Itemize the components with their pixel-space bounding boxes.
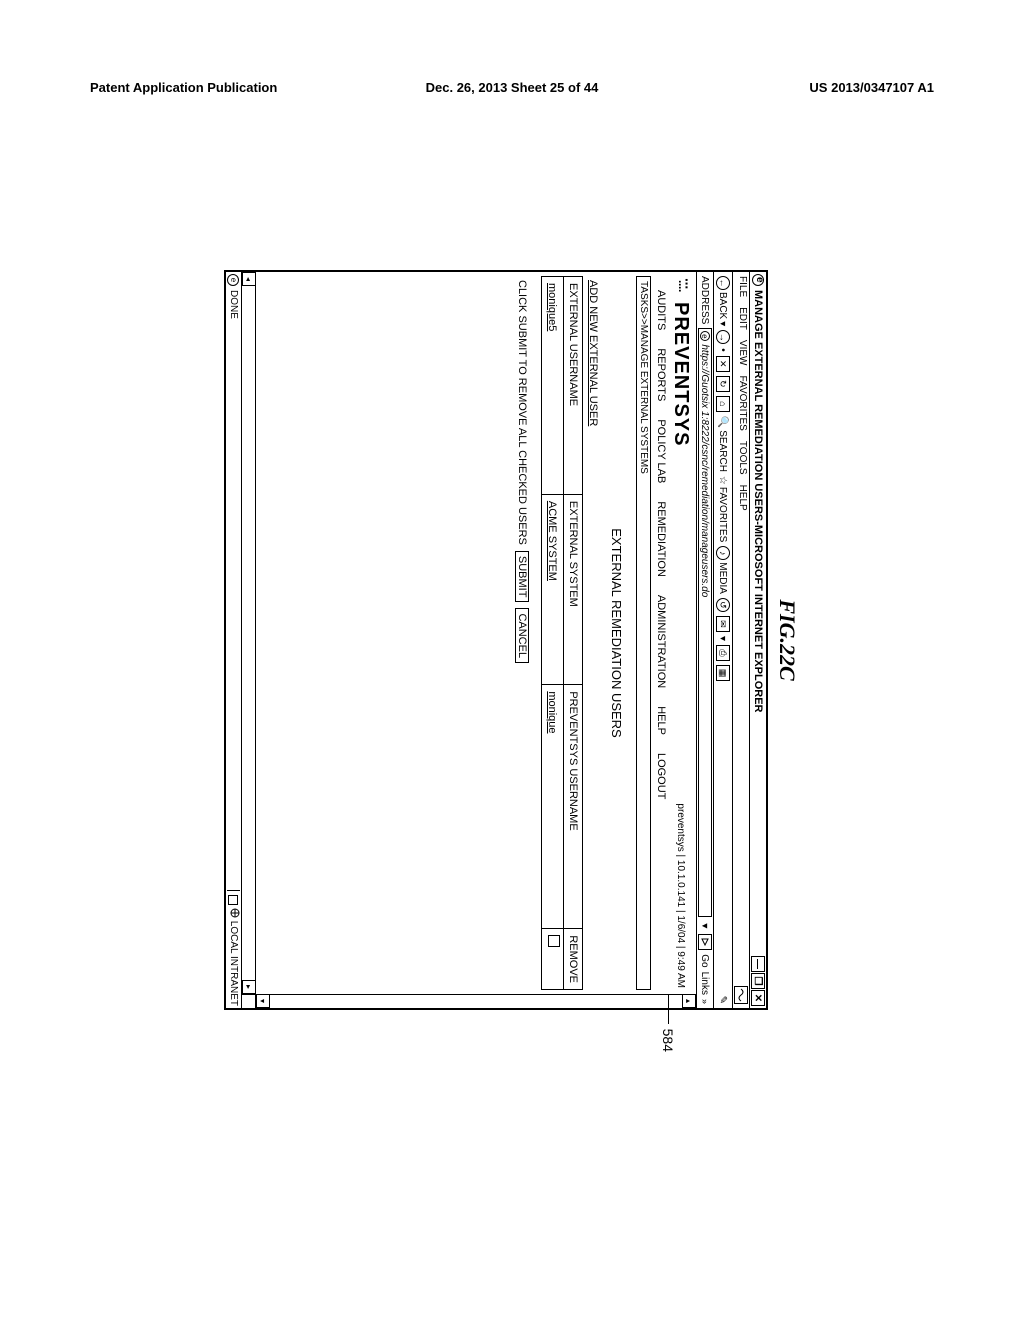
cell-external-system[interactable]: ACME SYSTEM: [547, 501, 559, 581]
favorites-button[interactable]: ☆ FAVORITES: [718, 476, 729, 542]
page-content: ▴ ▾ PREVENTSYS preventsys | 10.1.0.141 |…: [256, 272, 696, 1008]
address-input[interactable]: e https://Guotsix 1:8222/csnc/remediatio…: [698, 328, 712, 917]
print-button[interactable]: ⎙: [716, 645, 730, 661]
address-label: ADDRESS: [700, 276, 711, 324]
col-preventsys-username: PREVENTSYS USERNAME: [564, 685, 583, 929]
col-remove: REMOVE: [564, 929, 583, 990]
cell-external-username[interactable]: monique5: [547, 283, 559, 331]
star-icon: ☆: [718, 476, 729, 485]
col-external-username: EXTERNAL USERNAME: [564, 277, 583, 495]
figure-wrapper: FIG.22C MANAGE EXTERNAL REMEDIATION USER…: [224, 270, 800, 1010]
status-done: DONE: [228, 290, 239, 319]
ie-status-icon: e: [228, 274, 240, 286]
figure-label: FIG.22C: [774, 270, 800, 1010]
go-button[interactable]: [698, 934, 712, 950]
address-bar: ADDRESS e https://Guotsix 1:8222/csnc/re…: [696, 272, 713, 1008]
refresh-button[interactable]: ↻: [716, 376, 730, 392]
media-button[interactable]: ♪ MEDIA: [716, 546, 730, 594]
action-text: CLICK SUBMIT TO REMOVE ALL CHECKED USERS: [516, 280, 528, 545]
back-arrow-icon: ←: [716, 276, 730, 290]
scroll-left-icon[interactable]: ◂: [242, 272, 255, 286]
patent-page-header: Patent Application Publication Dec. 26, …: [90, 80, 934, 95]
discuss-icon[interactable]: ✎: [718, 996, 729, 1004]
menu-bar: FILE EDIT VIEW FAVORITES TOOLS HELP: [732, 272, 749, 1008]
nav-reports[interactable]: REPORTS: [655, 348, 667, 401]
mail-button[interactable]: ✉: [716, 616, 730, 632]
go-label: Go: [700, 954, 711, 967]
ie-icon: [752, 274, 764, 286]
stop-button[interactable]: ✕: [716, 356, 730, 372]
close-button[interactable]: ✕: [751, 990, 765, 1006]
header-center: Dec. 26, 2013 Sheet 25 of 44: [371, 80, 652, 95]
scroll-corner: [242, 994, 255, 1008]
window-titlebar: MANAGE EXTERNAL REMEDIATION USERS-MICROS…: [749, 272, 766, 1008]
scroll-up-icon[interactable]: ▴: [682, 995, 696, 1008]
nav-remediation[interactable]: REMEDIATION: [655, 501, 667, 577]
nav-logout[interactable]: LOGOUT: [655, 753, 667, 799]
external-users-table: EXTERNAL USERNAME EXTERNAL SYSTEM PREVEN…: [541, 276, 583, 990]
session-meta: preventsys | 10.1.0.141 | 1/6/04 | 9:49 …: [675, 803, 686, 988]
menu-favorites[interactable]: FAVORITES: [734, 375, 748, 430]
ie-page-icon: e: [700, 331, 710, 341]
links-chevron-icon: »: [700, 999, 710, 1004]
add-new-external-user-link[interactable]: ADD NEW EXTERNAL USER: [587, 280, 599, 426]
submit-button[interactable]: SUBMIT: [515, 551, 529, 603]
search-button[interactable]: 🔍 SEARCH: [718, 416, 729, 472]
status-bar: e DONE LOCAL INTRANET: [226, 272, 242, 1008]
menu-edit[interactable]: EDIT: [734, 307, 748, 330]
brand-dots-icon: [670, 278, 692, 300]
nav-help[interactable]: HELP: [655, 706, 667, 735]
history-button[interactable]: ↺: [716, 598, 730, 612]
scroll-right-icon[interactable]: ▸: [242, 980, 255, 994]
minimize-button[interactable]: —: [751, 956, 765, 972]
home-button[interactable]: ⌂: [716, 396, 730, 412]
security-zone: LOCAL INTRANET: [227, 890, 240, 1006]
browser-window: MANAGE EXTERNAL REMEDIATION USERS-MICROS…: [224, 270, 768, 1010]
header-right: US 2013/0347107 A1: [653, 80, 934, 95]
cancel-button[interactable]: CANCEL: [515, 608, 529, 663]
menu-help[interactable]: HELP: [734, 485, 748, 511]
nav-administration[interactable]: ADMINISTRATION: [655, 595, 667, 688]
window-title: MANAGE EXTERNAL REMEDIATION USERS-MICROS…: [752, 290, 764, 955]
edit-button[interactable]: ▦: [716, 665, 730, 681]
section-title: EXTERNAL REMEDIATION USERS: [601, 272, 636, 994]
maximize-button[interactable]: ❐: [751, 973, 765, 989]
cell-preventsys-username[interactable]: monique: [547, 691, 559, 733]
globe-icon: [227, 908, 240, 918]
nav-policy-lab[interactable]: POLICY LAB: [655, 419, 667, 483]
forward-button[interactable]: →: [716, 330, 730, 344]
nav-audits[interactable]: AUDITS: [655, 290, 667, 330]
callout-584: 584: [660, 1029, 676, 1052]
col-external-system: EXTERNAL SYSTEM: [564, 494, 583, 684]
vertical-scrollbar[interactable]: ▴ ▾: [256, 994, 696, 1008]
links-label[interactable]: Links: [700, 972, 711, 995]
media-icon: ♪: [716, 546, 730, 560]
scroll-thumb[interactable]: [668, 995, 682, 1008]
back-button[interactable]: ← BACK▾: [716, 276, 730, 326]
brand-logo: PREVENTSYS: [669, 278, 692, 446]
lock-icon: [229, 895, 239, 905]
toolbar: ← BACK▾ → • ✕ ↻ ⌂ 🔍 SEARCH ☆ FAVORITES ♪…: [713, 272, 732, 1008]
action-row: CLICK SUBMIT TO REMOVE ALL CHECKED USERS…: [505, 272, 539, 994]
remove-checkbox[interactable]: [548, 935, 560, 947]
throbber-icon: [734, 986, 748, 1004]
horizontal-scrollbar[interactable]: ◂ ▸: [242, 272, 256, 1008]
breadcrumb: TASKS>>MANAGE EXTERNAL SYSTEMS: [636, 276, 651, 990]
scroll-down-icon[interactable]: ▾: [256, 995, 270, 1008]
callout-leader-line: [668, 1000, 669, 1024]
menu-tools[interactable]: TOOLS: [734, 441, 748, 475]
search-icon: 🔍: [718, 416, 729, 428]
table-row: monique5 ACME SYSTEM monique: [542, 277, 564, 990]
top-nav: AUDITS REPORTS POLICY LAB REMEDIATION AD…: [651, 272, 669, 994]
menu-file[interactable]: FILE: [734, 276, 748, 297]
header-left: Patent Application Publication: [90, 80, 371, 95]
menu-view[interactable]: VIEW: [734, 340, 748, 366]
